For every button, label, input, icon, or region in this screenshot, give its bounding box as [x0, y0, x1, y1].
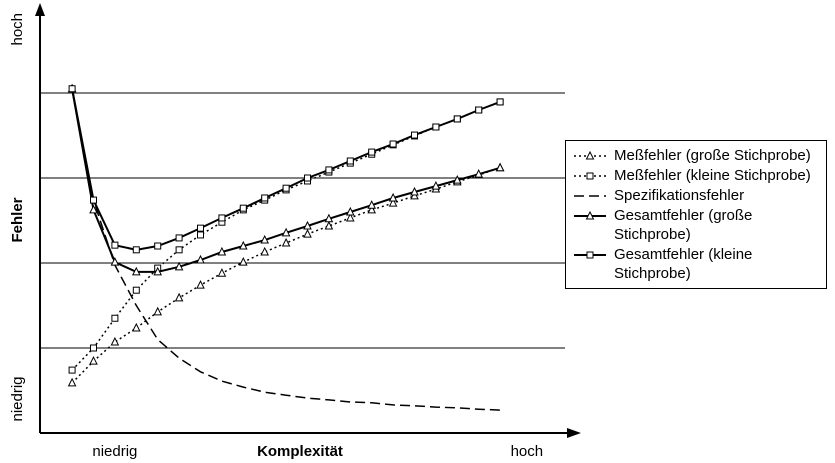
marker [175, 246, 183, 254]
marker [68, 366, 76, 374]
legend-swatch [574, 195, 606, 197]
marker [346, 157, 354, 165]
marker [303, 220, 312, 230]
marker [411, 131, 418, 139]
marker [89, 356, 98, 365]
marker [432, 123, 440, 131]
marker [586, 251, 594, 259]
marker [197, 224, 204, 232]
marker [154, 242, 162, 250]
legend-swatch [574, 251, 606, 259]
marker [495, 162, 505, 172]
x-tick-label: hoch [511, 443, 544, 460]
marker [89, 204, 98, 214]
legend-item: Gesamtfehler (kleine Stichprobe) [566, 245, 826, 283]
marker [325, 166, 333, 174]
y-axis-arrow [35, 3, 45, 16]
marker [153, 266, 163, 276]
marker [367, 200, 377, 209]
marker [410, 186, 419, 196]
x-tick-label: niedrig [92, 443, 137, 460]
legend-label: Meßfehler (kleine Stichprobe) [614, 167, 811, 184]
marker [153, 306, 163, 316]
legend-item: Spezifikationsfehler [566, 186, 826, 205]
marker [261, 194, 269, 202]
marker [238, 257, 248, 266]
marker [131, 322, 141, 332]
marker [345, 206, 355, 216]
marker [111, 314, 119, 322]
marker [388, 197, 398, 207]
marker [452, 175, 462, 184]
marker [175, 234, 183, 242]
marker [239, 204, 247, 212]
legend-label: Meßfehler (große Stichprobe) [614, 147, 811, 164]
marker [281, 237, 291, 247]
marker [453, 115, 461, 123]
marker [111, 241, 119, 249]
marker [367, 204, 377, 214]
marker [196, 279, 205, 289]
x-axis-arrow [567, 428, 581, 438]
marker [110, 336, 120, 346]
marker [496, 98, 504, 106]
marker [174, 292, 184, 302]
legend-swatch [574, 150, 606, 160]
marker [174, 261, 184, 271]
marker [389, 140, 397, 148]
marker [196, 254, 205, 264]
marker [585, 150, 595, 160]
legend-item: Gesamtfehler (große Stichprobe) [566, 206, 826, 244]
marker [388, 192, 398, 202]
marker [260, 234, 270, 244]
marker [585, 210, 595, 220]
marker [68, 85, 76, 93]
marker [303, 228, 312, 238]
marker [238, 240, 248, 250]
legend-item: Meßfehler (kleine Stichprobe) [566, 166, 826, 185]
marker [431, 180, 441, 190]
y-axis-label: Fehler [9, 197, 26, 242]
marker [260, 246, 270, 256]
marker [586, 172, 594, 180]
marker [217, 268, 227, 277]
x-axis-label: Komplexität [257, 443, 343, 460]
marker [324, 220, 334, 230]
marker [281, 227, 291, 237]
legend-label: Gesamtfehler (große Stichprobe) [614, 207, 753, 243]
marker [217, 246, 227, 256]
legend-item: Meßfehler (große Stichprobe) [566, 146, 826, 165]
marker [282, 184, 290, 192]
marker [304, 174, 311, 182]
series-line [71, 88, 501, 251]
marker [345, 212, 355, 222]
legend: Meßfehler (große Stichprobe) Meßfehler (k… [565, 140, 827, 289]
marker [67, 377, 77, 387]
marker [90, 196, 97, 204]
marker [132, 286, 140, 294]
legend-label: Gesamtfehler (kleine Stichprobe) [614, 246, 753, 282]
marker [197, 231, 204, 239]
y-tick-label: niedrig [9, 376, 26, 421]
marker [474, 169, 484, 178]
marker [324, 213, 334, 223]
y-tick-label: hoch [9, 13, 26, 46]
marker [110, 257, 120, 266]
legend-swatch [574, 172, 606, 180]
marker [131, 266, 141, 276]
marker [90, 344, 97, 352]
legend-swatch [574, 210, 606, 220]
marker [475, 106, 483, 114]
series-line [71, 88, 501, 411]
legend-label: Spezifikationsfehler [614, 187, 745, 204]
marker [218, 214, 226, 222]
marker [132, 246, 140, 254]
marker [368, 148, 376, 156]
